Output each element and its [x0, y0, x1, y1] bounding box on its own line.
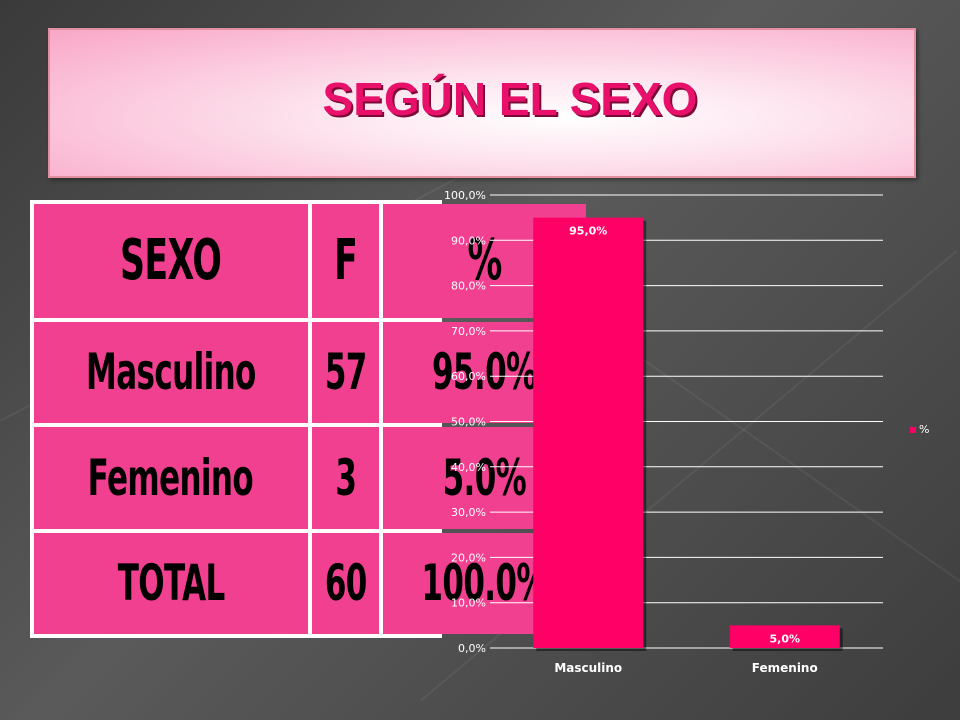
table-cell: Femenino: [34, 427, 308, 529]
y-tick-label: 70,0%: [451, 325, 486, 338]
data-label: 5,0%: [769, 632, 800, 645]
table-cell: TOTAL: [34, 532, 308, 634]
data-label: 95,0%: [569, 225, 607, 238]
table-header-cell: F: [311, 204, 380, 318]
table-cell: 3: [311, 427, 380, 529]
y-tick-label: 50,0%: [451, 416, 486, 429]
legend-label: %: [919, 423, 929, 436]
y-tick-label: 100,0%: [444, 189, 486, 202]
bar: [533, 217, 644, 648]
bar: [729, 625, 840, 648]
y-tick-label: 60,0%: [451, 370, 486, 383]
table-cell: 57: [311, 321, 380, 424]
y-tick-label: 30,0%: [451, 506, 486, 519]
y-tick-label: 0,0%: [458, 642, 486, 655]
y-tick-label: 10,0%: [451, 597, 486, 610]
x-tick-label: Femenino: [752, 661, 818, 675]
table-cell: 60: [311, 532, 380, 634]
table-row: Masculino 57 95.0%: [34, 321, 586, 424]
table-header-cell: SEXO: [34, 204, 308, 318]
slide-title: SEGÚN EL SEXO: [322, 73, 698, 125]
bar-chart: 0,0% 10,0% 20,0% 30,0% 40,0% 50,0% 60,0% 70,0% 8…: [444, 189, 929, 675]
table-cell: Masculino: [34, 321, 308, 424]
y-tick-label: 40,0%: [451, 461, 486, 474]
title-banner: [48, 28, 916, 178]
x-tick-label: Masculino: [554, 661, 622, 675]
y-tick-label: 20,0%: [451, 551, 486, 564]
frequency-table: SEXO F % Masculino 57 95.0% Femenino 3 5…: [30, 200, 586, 638]
y-tick-label: 80,0%: [451, 280, 486, 293]
legend-swatch: [910, 427, 916, 433]
y-tick-label: 90,0%: [451, 234, 486, 247]
